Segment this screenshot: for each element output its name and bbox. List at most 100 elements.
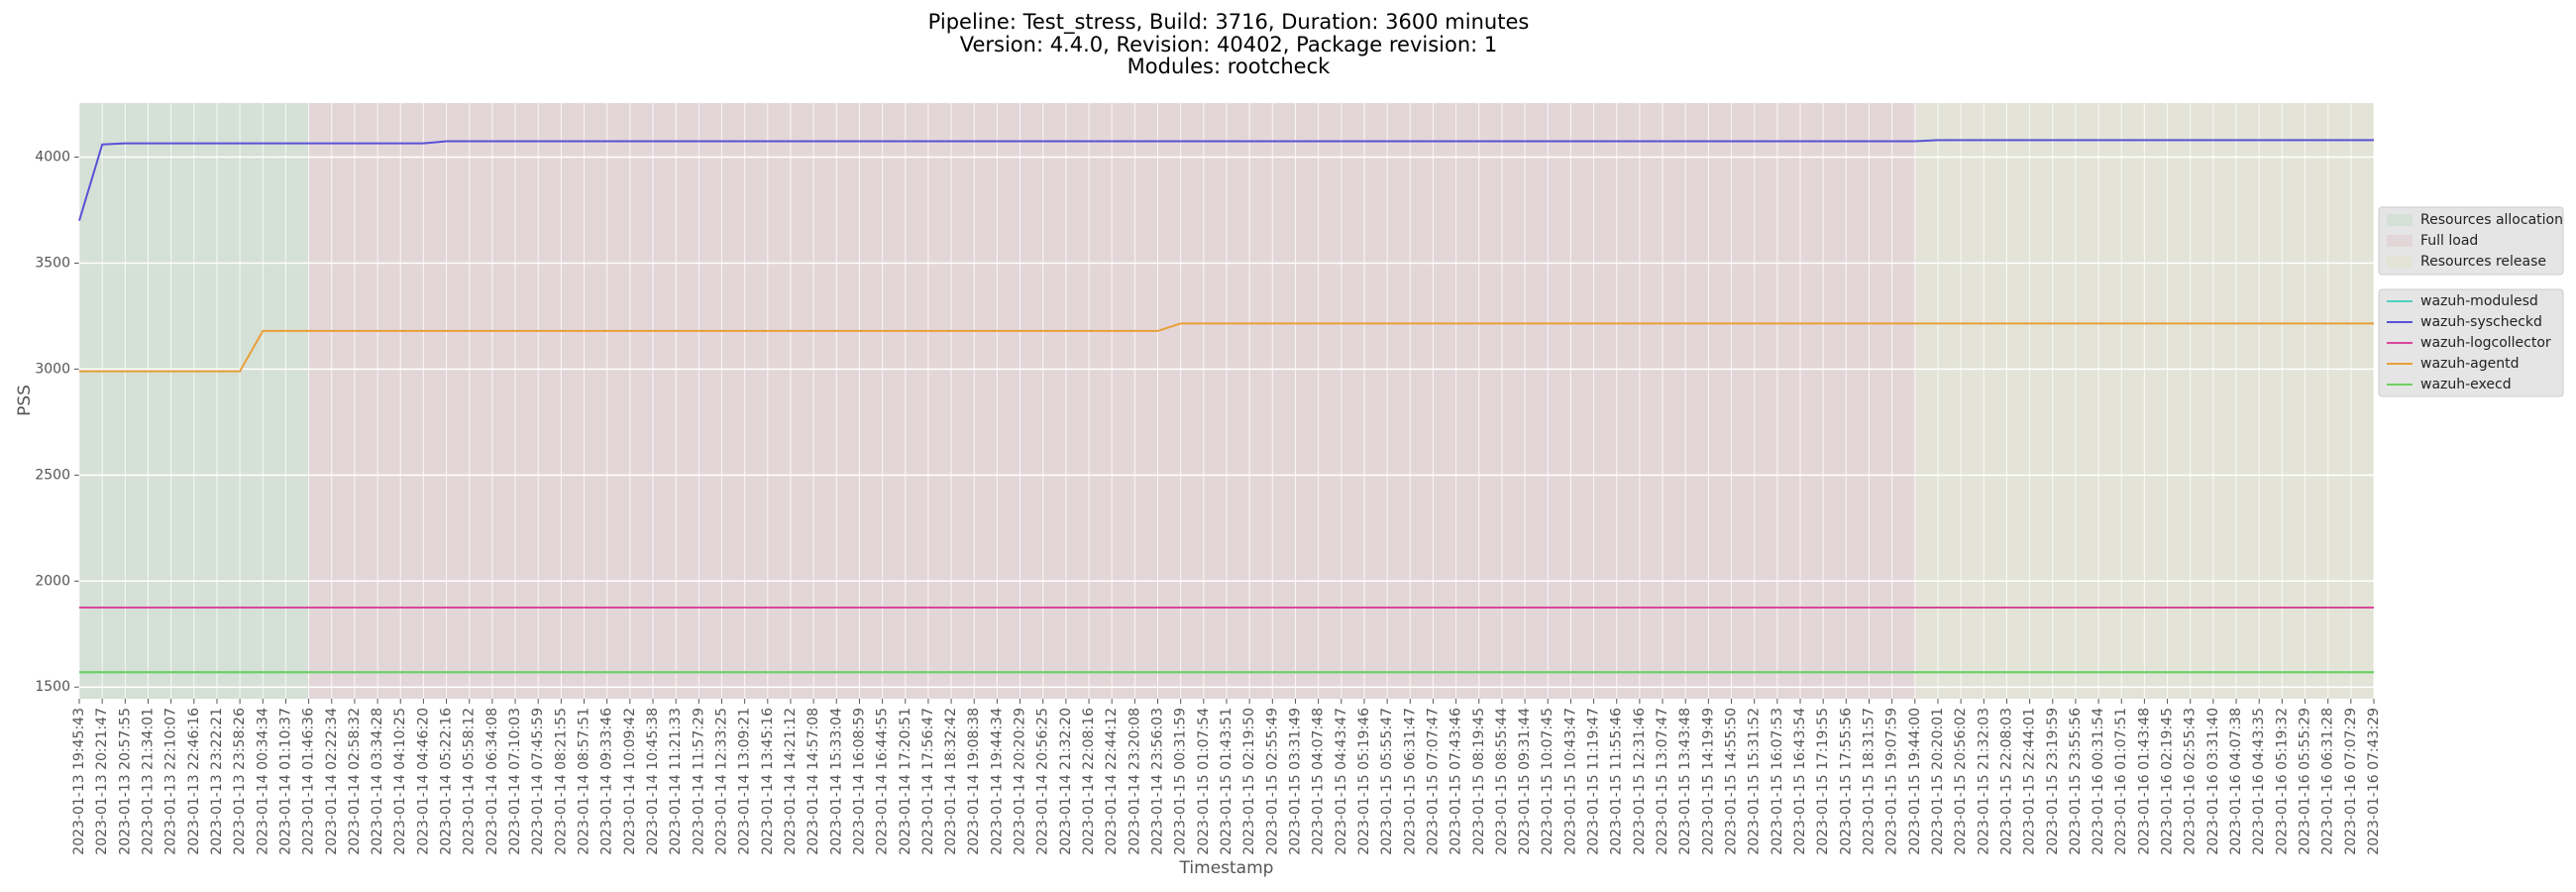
x-tick-label: 2023-01-14 05:22:16 — [439, 708, 455, 855]
x-tick-label: 2023-01-15 08:55:44 — [1494, 708, 1510, 855]
x-tick-label: 2023-01-15 20:20:01 — [1930, 708, 1946, 855]
x-tick-label: 2023-01-14 14:21:12 — [783, 708, 799, 855]
x-tick-label: 2023-01-15 21:32:03 — [1976, 708, 1991, 855]
x-tick-label: 2023-01-14 11:21:33 — [668, 708, 684, 855]
x-tick-label: 2023-01-15 13:07:47 — [1655, 708, 1670, 855]
x-tick-label: 2023-01-15 04:07:48 — [1311, 708, 1327, 855]
x-tick-label: 2023-01-14 11:57:29 — [691, 708, 706, 855]
x-tick-label: 2023-01-14 22:44:12 — [1104, 708, 1120, 855]
x-tick-label: 2023-01-15 17:55:56 — [1838, 708, 1854, 855]
x-tick-label: 2023-01-14 10:45:38 — [645, 708, 661, 855]
x-tick-label: 2023-01-14 23:20:08 — [1127, 708, 1142, 855]
x-tick-label: 2023-01-14 19:44:34 — [989, 708, 1005, 855]
x-tick-label: 2023-01-14 10:09:42 — [622, 708, 638, 855]
x-tick-label: 2023-01-13 22:46:16 — [186, 708, 202, 855]
x-tick-label: 2023-01-14 08:57:51 — [577, 708, 592, 855]
x-tick-label: 2023-01-16 01:07:51 — [2113, 708, 2129, 855]
x-tick-label: 2023-01-14 19:08:38 — [966, 708, 982, 855]
legend-label: Resources release — [2420, 254, 2546, 270]
x-tick-label: 2023-01-15 19:44:00 — [1907, 708, 1923, 855]
chart-title: Version: 4.4.0, Revision: 40402, Package… — [960, 33, 1498, 56]
legend-swatch — [2387, 214, 2413, 226]
x-tick-label: 2023-01-14 07:10:03 — [507, 708, 523, 855]
x-tick-label: 2023-01-15 22:44:01 — [2022, 708, 2038, 855]
series-line — [78, 139, 2374, 221]
x-tick-label: 2023-01-14 17:20:51 — [898, 708, 913, 855]
x-tick-label: 2023-01-14 15:33:04 — [828, 708, 844, 855]
x-tick-label: 2023-01-14 05:58:12 — [462, 708, 478, 855]
x-tick-label: 2023-01-14 23:56:03 — [1150, 708, 1166, 855]
x-tick-label: 2023-01-13 20:57:55 — [117, 708, 133, 855]
x-tick-label: 2023-01-16 07:07:29 — [2343, 708, 2359, 855]
y-axis-label: PSS — [15, 385, 35, 416]
legend-label: wazuh-syscheckd — [2420, 314, 2542, 330]
x-tick-label: 2023-01-13 22:10:07 — [163, 708, 179, 855]
x-tick-label: 2023-01-14 18:32:42 — [943, 708, 959, 855]
x-tick-label: 2023-01-15 14:19:49 — [1700, 708, 1716, 855]
x-tick-label: 2023-01-14 08:21:55 — [553, 708, 569, 855]
x-tick-label: 2023-01-15 13:43:48 — [1677, 708, 1693, 855]
x-tick-label: 2023-01-15 11:19:47 — [1586, 708, 1602, 855]
x-tick-label: 2023-01-15 19:07:59 — [1884, 708, 1900, 855]
y-tick-label: 2500 — [35, 467, 70, 483]
x-tick-label: 2023-01-14 01:46:36 — [301, 708, 317, 855]
x-tick-label: 2023-01-16 02:55:43 — [2183, 708, 2199, 855]
y-tick-label: 2000 — [35, 573, 70, 589]
x-tick-label: 2023-01-14 20:56:25 — [1035, 708, 1051, 855]
x-tick-label: 2023-01-16 05:19:32 — [2274, 708, 2290, 855]
x-tick-label: 2023-01-15 16:07:53 — [1770, 708, 1785, 855]
x-tick-label: 2023-01-16 02:19:45 — [2160, 708, 2176, 855]
x-tick-label: 2023-01-15 01:43:51 — [1219, 708, 1234, 855]
x-tick-label: 2023-01-16 05:55:29 — [2298, 708, 2313, 855]
x-tick-label: 2023-01-15 11:55:46 — [1609, 708, 1625, 855]
x-tick-label: 2023-01-15 16:43:54 — [1792, 708, 1808, 855]
x-tick-label: 2023-01-14 16:44:55 — [875, 708, 891, 855]
x-tick-label: 2023-01-15 02:19:50 — [1241, 708, 1257, 855]
x-tick-label: 2023-01-16 07:43:29 — [2366, 708, 2382, 855]
x-tick-label: 2023-01-14 02:22:34 — [324, 708, 340, 855]
legend-box — [2378, 288, 2564, 397]
chart-title: Pipeline: Test_stress, Build: 3716, Dura… — [928, 10, 1530, 35]
x-tick-label: 2023-01-13 23:58:26 — [232, 708, 248, 855]
x-tick-label: 2023-01-15 23:55:56 — [2068, 708, 2084, 855]
x-tick-label: 2023-01-15 12:31:46 — [1632, 708, 1648, 855]
x-tick-label: 2023-01-16 03:31:40 — [2205, 708, 2221, 855]
x-tick-label: 2023-01-14 01:10:37 — [277, 708, 293, 855]
chart-title: Modules: rootcheck — [1127, 55, 1331, 78]
x-tick-label: 2023-01-14 03:34:28 — [370, 708, 385, 855]
legend-label: wazuh-execd — [2420, 377, 2512, 392]
x-tick-label: 2023-01-15 06:31:47 — [1402, 708, 1418, 855]
x-tick-label: 2023-01-15 14:55:50 — [1724, 708, 1740, 855]
legend-label: wazuh-logcollector — [2420, 335, 2551, 351]
y-tick-label: 3000 — [35, 361, 70, 377]
x-tick-label: 2023-01-14 13:45:16 — [760, 708, 776, 855]
x-tick-label: 2023-01-15 22:08:03 — [1998, 708, 2014, 855]
x-tick-label: 2023-01-14 16:08:59 — [851, 708, 867, 855]
x-tick-label: 2023-01-16 04:43:35 — [2251, 708, 2267, 855]
x-tick-label: 2023-01-14 06:34:08 — [484, 708, 500, 855]
legend-label: Full load — [2420, 233, 2478, 249]
legend-label: wazuh-modulesd — [2420, 293, 2538, 309]
x-tick-label: 2023-01-13 21:34:01 — [140, 708, 156, 855]
x-tick-label: 2023-01-14 13:09:21 — [737, 708, 753, 855]
x-tick-label: 2023-01-15 20:56:02 — [1953, 708, 1969, 855]
y-tick-label: 1500 — [35, 679, 70, 695]
x-tick-label: 2023-01-15 17:19:55 — [1815, 708, 1831, 855]
x-tick-label: 2023-01-14 20:20:29 — [1013, 708, 1028, 855]
x-tick-label: 2023-01-13 20:21:47 — [94, 708, 110, 855]
x-tick-label: 2023-01-15 02:55:49 — [1264, 708, 1280, 855]
legend-swatch — [2387, 235, 2413, 247]
x-tick-label: 2023-01-15 08:19:45 — [1471, 708, 1487, 855]
x-tick-label: 2023-01-15 10:43:47 — [1562, 708, 1578, 855]
x-tick-label: 2023-01-15 05:55:47 — [1379, 708, 1395, 855]
x-tick-label: 2023-01-15 10:07:45 — [1540, 708, 1556, 855]
x-axis-label: Timestamp — [1179, 858, 1274, 878]
x-tick-label: 2023-01-13 19:45:43 — [71, 708, 87, 855]
x-tick-label: 2023-01-14 04:46:20 — [415, 708, 431, 855]
x-tick-label: 2023-01-15 23:19:59 — [2045, 708, 2061, 855]
legend-box — [2378, 206, 2564, 276]
x-tick-label: 2023-01-13 23:22:21 — [209, 708, 225, 855]
x-tick-label: 2023-01-14 21:32:20 — [1058, 708, 1074, 855]
legend-label: wazuh-agentd — [2420, 356, 2520, 372]
